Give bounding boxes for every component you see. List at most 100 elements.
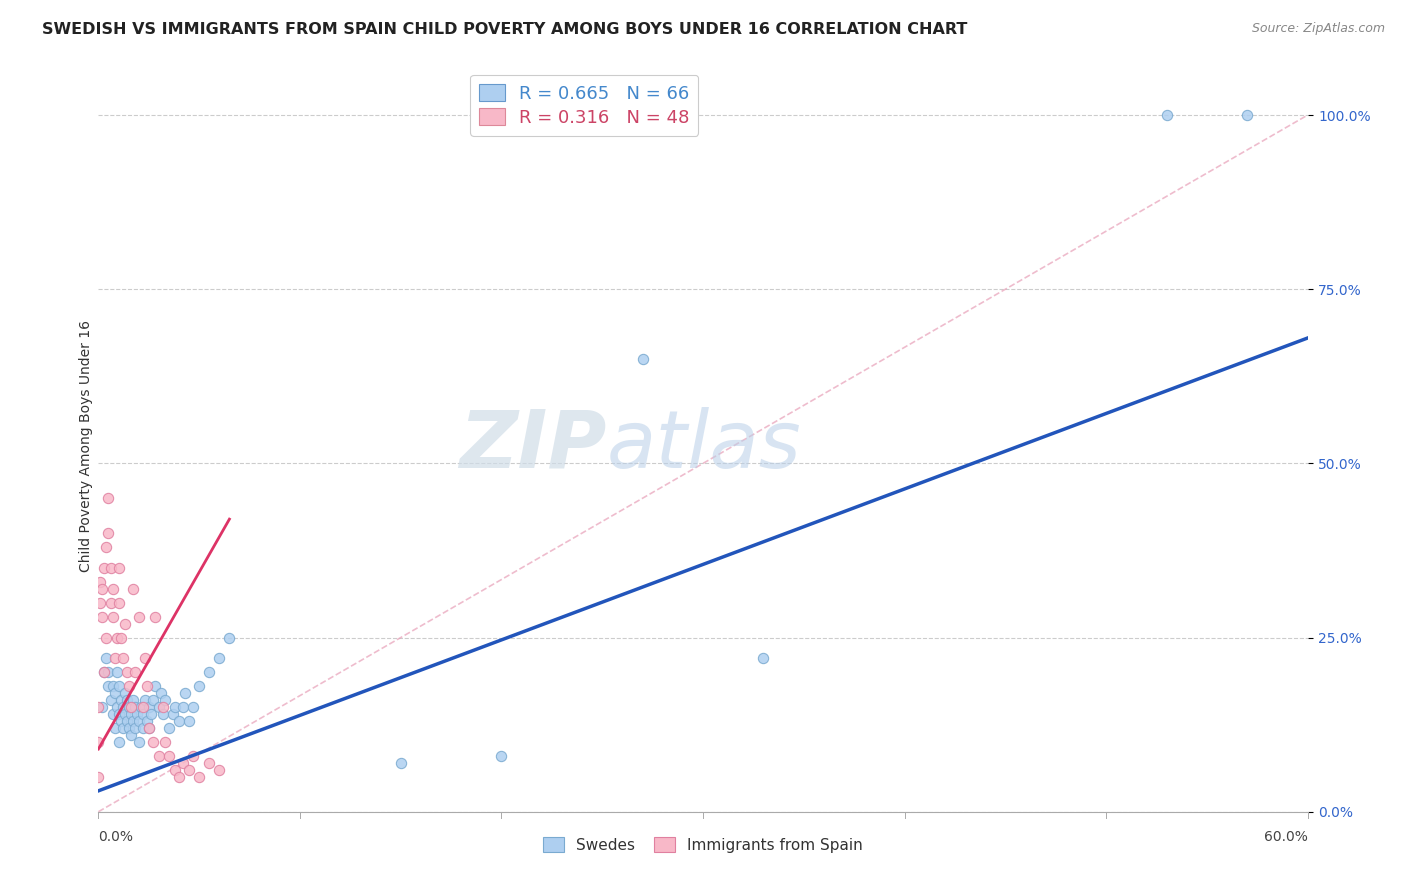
Point: [157, 721, 180, 735]
Point: [153, 693, 176, 707]
Point: [96, 631, 118, 645]
Point: [105, 665, 128, 680]
Point: [124, 700, 146, 714]
Point: [389, 756, 412, 770]
Text: ZIP: ZIP: [458, 407, 606, 485]
Point: [97, 665, 120, 680]
Point: [174, 686, 197, 700]
Text: SWEDISH VS IMMIGRANTS FROM SPAIN CHILD POVERTY AMONG BOYS UNDER 16 CORRELATION C: SWEDISH VS IMMIGRANTS FROM SPAIN CHILD P…: [42, 22, 967, 37]
Point: [135, 679, 157, 693]
Point: [107, 596, 129, 610]
Point: [101, 707, 124, 722]
Point: [172, 700, 194, 714]
Point: [163, 763, 186, 777]
Point: [172, 756, 194, 770]
Point: [91, 609, 114, 624]
Point: [111, 721, 134, 735]
Point: [97, 679, 120, 693]
Point: [181, 749, 204, 764]
Point: [132, 707, 155, 722]
Point: [208, 651, 231, 665]
Point: [188, 770, 211, 784]
Point: [100, 596, 122, 610]
Point: [157, 749, 180, 764]
Point: [93, 665, 115, 680]
Point: [143, 679, 166, 693]
Point: [139, 707, 162, 722]
Point: [491, 749, 513, 764]
Point: [152, 700, 174, 714]
Point: [124, 721, 146, 735]
Point: [111, 651, 134, 665]
Point: [107, 561, 129, 575]
Point: [115, 714, 138, 728]
Point: [179, 714, 201, 728]
Text: Source: ZipAtlas.com: Source: ZipAtlas.com: [1251, 22, 1385, 36]
Y-axis label: Child Poverty Among Boys Under 16: Child Poverty Among Boys Under 16: [79, 320, 93, 572]
Point: [105, 700, 128, 714]
Point: [138, 721, 160, 735]
Point: [148, 700, 170, 714]
Point: [111, 700, 134, 714]
Point: [124, 665, 146, 680]
Point: [110, 693, 132, 707]
Point: [100, 693, 122, 707]
Point: [103, 721, 125, 735]
Point: [96, 651, 118, 665]
Point: [134, 651, 156, 665]
Point: [128, 609, 150, 624]
Point: [132, 721, 155, 735]
Point: [89, 596, 111, 610]
Point: [148, 749, 170, 764]
Point: [188, 679, 211, 693]
Text: atlas: atlas: [606, 407, 801, 485]
Point: [198, 756, 221, 770]
Point: [134, 693, 156, 707]
Point: [167, 770, 190, 784]
Point: [87, 700, 110, 714]
Point: [89, 574, 111, 589]
Point: [143, 609, 166, 624]
Point: [149, 686, 172, 700]
Point: [1156, 108, 1178, 122]
Point: [120, 700, 142, 714]
Point: [152, 707, 174, 722]
Point: [118, 679, 141, 693]
Point: [97, 491, 120, 506]
Point: [101, 679, 124, 693]
Text: 0.0%: 0.0%: [98, 830, 134, 844]
Point: [118, 721, 141, 735]
Legend: Swedes, Immigrants from Spain: Swedes, Immigrants from Spain: [537, 831, 869, 859]
Point: [103, 686, 125, 700]
Text: 60.0%: 60.0%: [1264, 830, 1308, 844]
Point: [114, 616, 136, 631]
Point: [96, 540, 118, 554]
Point: [132, 700, 155, 714]
Point: [87, 770, 110, 784]
Point: [120, 728, 142, 742]
Point: [163, 700, 186, 714]
Point: [121, 582, 143, 596]
Point: [93, 561, 115, 575]
Point: [162, 707, 184, 722]
Point: [121, 693, 143, 707]
Point: [129, 700, 152, 714]
Point: [125, 707, 148, 722]
Point: [87, 735, 110, 749]
Point: [167, 714, 190, 728]
Point: [208, 763, 231, 777]
Point: [107, 679, 129, 693]
Point: [114, 686, 136, 700]
Point: [752, 651, 775, 665]
Point: [128, 735, 150, 749]
Point: [115, 665, 138, 680]
Point: [1236, 108, 1258, 122]
Point: [198, 665, 221, 680]
Point: [110, 714, 132, 728]
Point: [218, 631, 240, 645]
Point: [110, 631, 132, 645]
Point: [179, 763, 201, 777]
Point: [631, 351, 654, 366]
Point: [142, 735, 165, 749]
Point: [107, 735, 129, 749]
